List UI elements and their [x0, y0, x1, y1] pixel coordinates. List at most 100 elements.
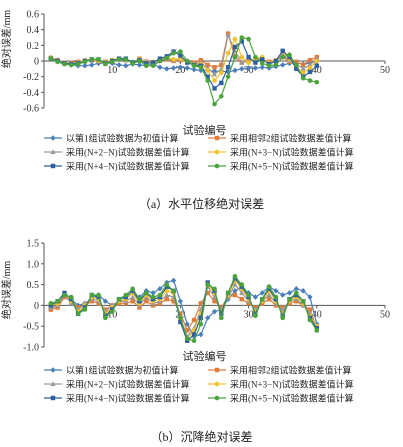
- data-point: [239, 66, 245, 72]
- data-point: [191, 317, 197, 323]
- caption-b: （b）沉降绝对误差: [150, 430, 253, 444]
- data-point: [116, 57, 122, 62]
- data-point: [171, 50, 176, 56]
- data-point: [75, 311, 81, 317]
- legend-label: 采用(N+3−N)试验数据差值计算: [230, 147, 354, 158]
- data-point: [212, 78, 217, 83]
- data-point: [123, 292, 129, 298]
- data-point: [266, 63, 272, 68]
- data-point: [198, 321, 204, 327]
- y-tick-label: -0.6: [23, 104, 39, 115]
- data-point: [280, 315, 286, 321]
- data-point: [212, 101, 217, 107]
- data-point: [164, 282, 170, 287]
- legend-marker: [50, 367, 56, 373]
- legend-item: 采用(N+2−N)试验数据差值计算: [44, 147, 190, 158]
- data-point: [184, 336, 190, 341]
- data-point: [219, 70, 224, 76]
- data-point: [259, 61, 265, 66]
- data-point: [294, 290, 299, 296]
- data-point: [239, 59, 245, 65]
- data-point: [307, 62, 313, 67]
- data-point: [75, 61, 81, 67]
- data-point: [150, 294, 156, 300]
- data-point: [150, 290, 156, 296]
- data-point: [246, 292, 251, 298]
- data-point: [212, 299, 217, 304]
- data-point: [130, 294, 136, 300]
- y-axis-title: 绝对误差/mm: [0, 261, 13, 320]
- data-point: [184, 58, 190, 64]
- data-point: [62, 61, 67, 67]
- data-point: [205, 68, 210, 73]
- x-tick-label: 10: [107, 65, 117, 76]
- x-axis-title: 试验编号: [183, 349, 227, 363]
- data-point: [273, 58, 279, 64]
- data-point: [246, 65, 252, 71]
- data-point: [198, 331, 204, 338]
- y-tick-label: 0: [34, 301, 39, 312]
- legend-marker: [214, 135, 220, 141]
- data-point: [286, 290, 293, 296]
- series-2: [48, 31, 319, 70]
- y-tick-label: 0.2: [27, 41, 40, 52]
- data-point: [314, 58, 320, 64]
- data-point: [109, 59, 115, 65]
- legend-item: 以第1组试验数据为初值计算: [44, 133, 179, 144]
- data-point: [170, 65, 177, 71]
- data-point: [170, 277, 177, 284]
- data-point: [178, 315, 183, 321]
- data-point: [185, 328, 190, 333]
- data-point: [144, 61, 149, 66]
- legend-marker: [214, 149, 220, 155]
- legend-label: 采用(N+2−N)试验数据差值计算: [66, 379, 190, 390]
- data-point: [287, 54, 292, 60]
- data-point: [82, 59, 88, 65]
- data-point: [177, 298, 183, 305]
- data-point: [164, 55, 170, 61]
- x-tick-label: 40: [312, 309, 322, 320]
- data-point: [232, 281, 238, 287]
- x-tick-label: 50: [380, 309, 390, 320]
- data-point: [144, 290, 149, 296]
- data-point: [225, 290, 231, 296]
- legend-item: 以第1组试验数据为初值计算: [44, 365, 179, 376]
- data-point: [307, 307, 313, 312]
- x-tick-label: 50: [380, 65, 390, 76]
- y-tick-label: 1.0: [27, 259, 40, 270]
- data-point: [219, 311, 224, 316]
- legend: 以第1组试验数据为初值计算 采用相邻2组试验数据差值计算采用(N+2−N)试验数据…: [44, 365, 354, 404]
- data-point: [280, 54, 286, 60]
- data-point: [266, 284, 272, 289]
- data-point: [150, 63, 156, 68]
- data-point: [307, 317, 313, 323]
- data-point: [130, 61, 135, 66]
- data-point: [184, 65, 190, 71]
- data-point: [314, 63, 319, 68]
- data-point: [246, 301, 251, 306]
- data-point: [219, 93, 224, 99]
- data-point: [191, 338, 197, 344]
- y-tick-label: -0.5: [23, 322, 39, 333]
- data-point: [89, 57, 95, 62]
- data-point: [164, 288, 170, 294]
- data-point: [212, 65, 217, 70]
- data-point: [266, 296, 272, 302]
- legend-label: 采用相邻2组试验数据差值计算: [230, 365, 352, 376]
- series-line: [50, 57, 317, 73]
- data-point: [294, 62, 299, 68]
- data-point: [164, 292, 170, 297]
- data-point: [307, 69, 313, 75]
- legend-item: 采用(N+5−N)试验数据差值计算: [208, 393, 354, 404]
- data-point: [198, 315, 204, 321]
- data-point: [212, 86, 217, 91]
- data-point: [300, 62, 306, 68]
- y-tick-label: -0.2: [23, 72, 39, 83]
- data-point: [300, 298, 306, 304]
- data-point: [280, 48, 285, 54]
- legend-label: 采用(N+4−N)试验数据差值计算: [66, 393, 190, 404]
- data-point: [136, 62, 143, 68]
- data-point: [157, 285, 163, 292]
- chart-b: 1.51.00.50-0.5-1.01020304050绝对误差/mm试验编号以…: [0, 239, 390, 404]
- y-tick-label: 0: [34, 57, 39, 68]
